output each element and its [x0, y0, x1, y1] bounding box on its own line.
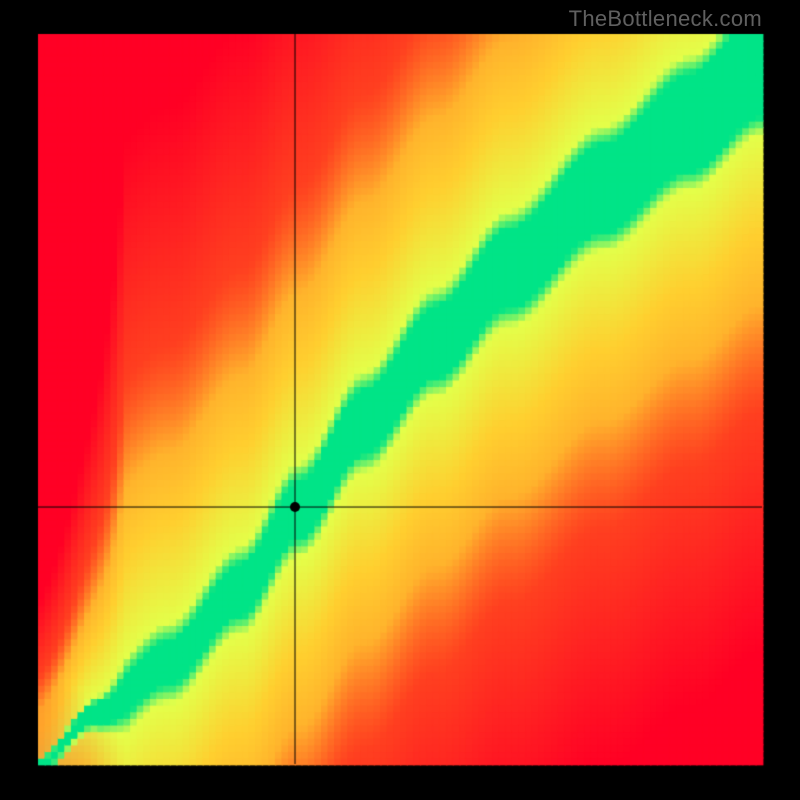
bottleneck-chart: TheBottleneck.com [0, 0, 800, 800]
watermark-text: TheBottleneck.com [569, 6, 762, 32]
heatmap-canvas [0, 0, 800, 800]
